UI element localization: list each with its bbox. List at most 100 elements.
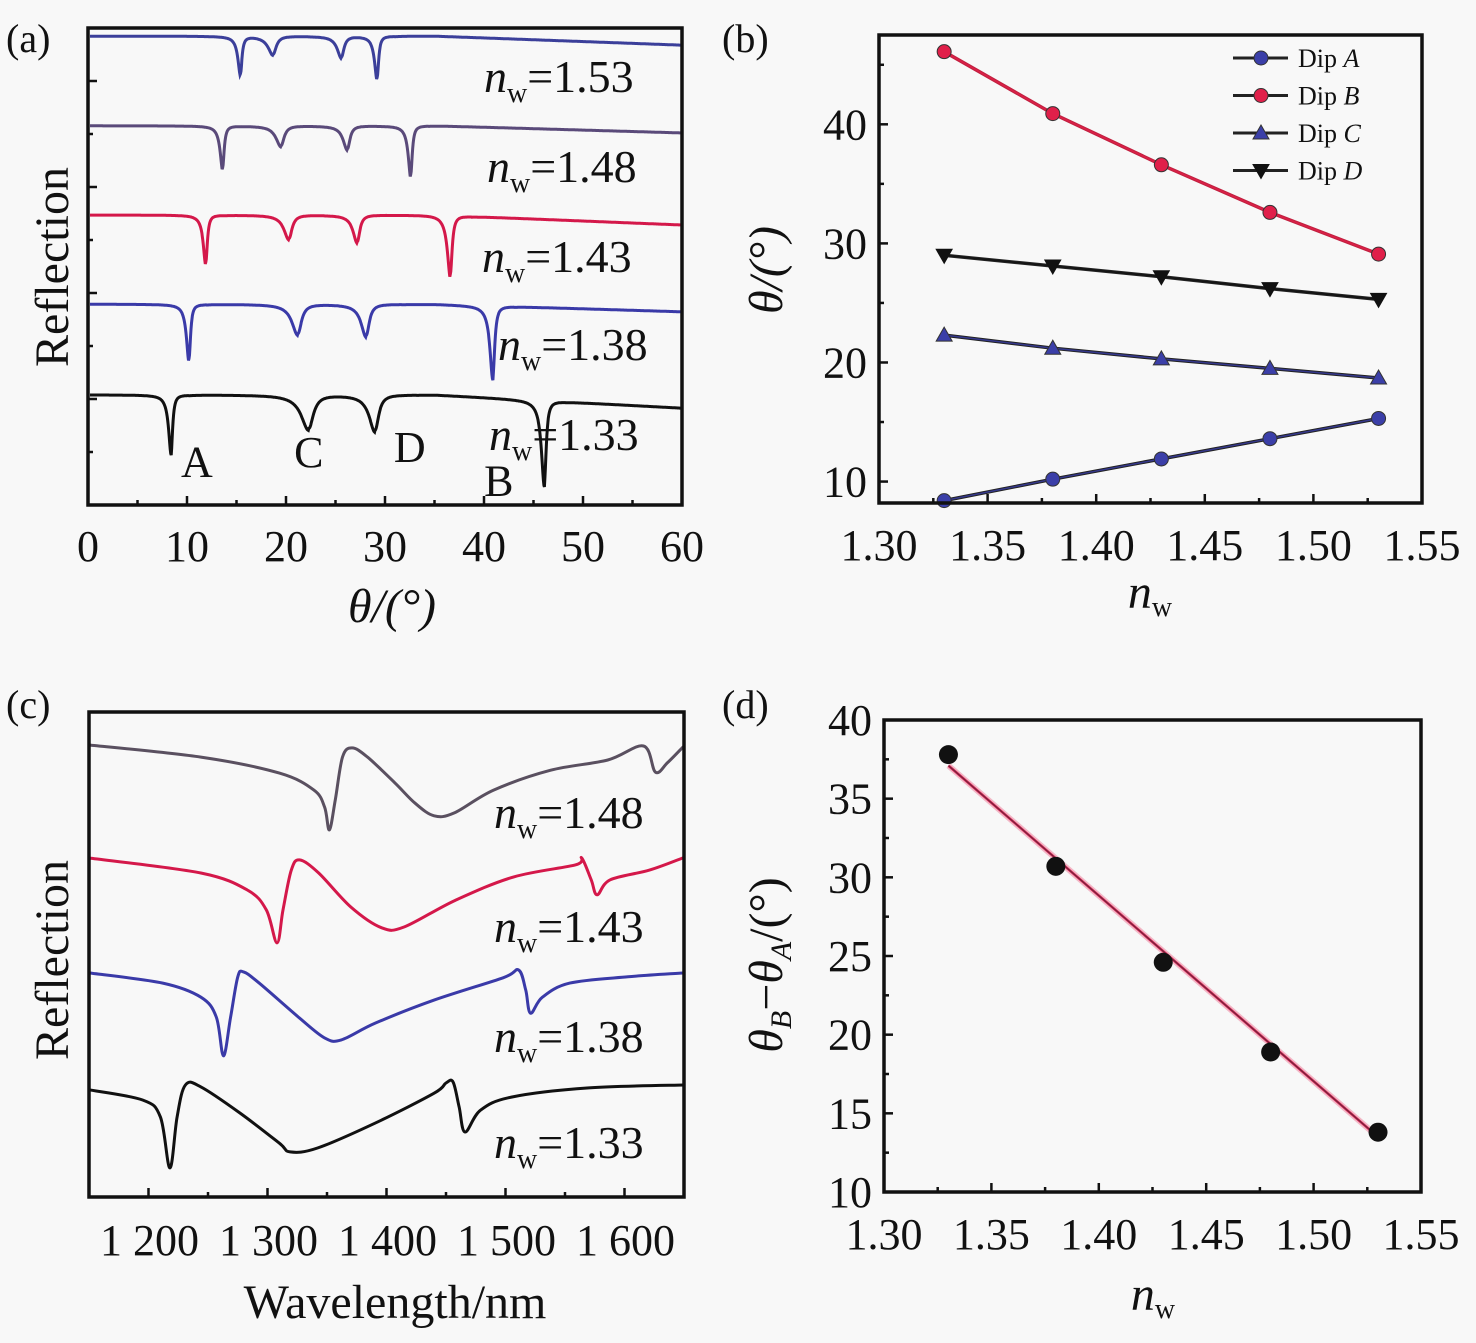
panel-b-xlabel: nw xyxy=(1128,566,1173,623)
panel-c-label: (c) xyxy=(6,682,50,727)
panel-d-xtick-label: 1.55 xyxy=(1383,1210,1460,1259)
panel-d-xlabel-main: n xyxy=(1131,1268,1155,1321)
label-sub-w: w xyxy=(517,928,538,959)
panel-a-xtick-label: 30 xyxy=(363,522,407,571)
panel-a-curve-nw-1.43 xyxy=(90,213,682,278)
panel-a-label: (a) xyxy=(6,16,50,61)
label-value: =1.38 xyxy=(537,1011,643,1062)
panel-b-xtick-label: 1.50 xyxy=(1275,521,1352,570)
label-sub-w: w xyxy=(505,258,526,289)
legend-label-prefix: Dip xyxy=(1298,119,1344,148)
panel-d-ylabel-part: − xyxy=(740,984,793,1011)
panel-d-ytick-label: 10 xyxy=(828,1168,872,1217)
panel-a-xlabel: θ/(°) xyxy=(348,580,436,633)
panel-a: (a) nw=1.53nw=1.48nw=1.43nw=1.38nw=1.33 … xyxy=(6,16,704,633)
legend-marker-dip-C xyxy=(1252,123,1270,140)
label-value: =1.48 xyxy=(537,787,643,838)
panel-d-ylabel-part: /(°) xyxy=(740,877,793,942)
panel-b-xtick-label: 1.55 xyxy=(1384,521,1461,570)
label-sub-w: w xyxy=(517,1038,538,1069)
panel-b-point-dip-B xyxy=(1262,204,1278,220)
panel-d-point xyxy=(1153,952,1173,972)
panel-b-point-dip-A xyxy=(936,493,952,509)
panel-d-xlabel: nw xyxy=(1131,1268,1176,1325)
panel-b-series-dip-D xyxy=(935,248,1388,309)
legend-label-letter: B xyxy=(1344,82,1360,111)
panel-a-ylabel: Reflection xyxy=(26,167,79,367)
panel-d-point xyxy=(1046,856,1066,876)
panel-a-curve-nw-1.48 xyxy=(90,124,682,177)
panel-b-series-dip-A xyxy=(936,410,1387,509)
panel-b-point-dip-B xyxy=(1153,157,1169,173)
panel-d-point xyxy=(1261,1042,1281,1062)
panel-b-point-dip-D xyxy=(935,248,954,265)
panel-a-frame xyxy=(86,26,684,507)
label-sub-w: w xyxy=(521,346,542,377)
panel-a-curve-nw-1.38 xyxy=(90,302,682,381)
panel-b-point-dip-C xyxy=(1152,349,1171,366)
panel-d-ylabel-part: θ xyxy=(740,960,793,984)
panel-b-point-dip-A xyxy=(1045,471,1061,487)
panel-b-point-dip-C xyxy=(935,326,954,342)
panel-a-curve-label: nw=1.53 xyxy=(484,51,634,109)
label-n: n xyxy=(482,231,505,282)
panel-d-ylabel-part: θ xyxy=(740,1029,793,1053)
legend-label-dip-C: Dip C xyxy=(1298,119,1362,148)
panel-b-point-dip-C xyxy=(1261,359,1279,375)
panel-d-ylabel-part: A xyxy=(765,941,798,962)
panel-d-xlabel-sub: w xyxy=(1155,1294,1176,1325)
panel-b-xlabel-main: n xyxy=(1128,566,1152,619)
panel-b-point-dip-A xyxy=(1262,431,1278,447)
panel-a-curve-label: nw=1.48 xyxy=(487,141,637,199)
panel-b-frame xyxy=(877,33,1424,505)
panel-a-curves xyxy=(90,34,682,488)
label-n: n xyxy=(489,409,512,460)
panel-c-ylabel: Reflection xyxy=(26,860,79,1060)
panel-b-xtick-label: 1.45 xyxy=(1166,521,1243,570)
panel-c-curve-nw-1.38 xyxy=(88,968,685,1058)
panel-b-ytick-label: 10 xyxy=(823,458,867,507)
panel-c-xtick-label: 1 200 xyxy=(100,1216,199,1265)
label-n: n xyxy=(498,319,521,370)
label-sub-w: w xyxy=(517,1144,538,1175)
panel-b-point-dip-B xyxy=(936,44,952,60)
panel-b-point-dip-C xyxy=(1043,339,1062,355)
label-value: =1.33 xyxy=(532,409,638,460)
panel-c-curve-nw-1.33 xyxy=(88,1078,685,1170)
panel-d-fit-line-core xyxy=(948,765,1379,1138)
label-n: n xyxy=(494,1117,517,1168)
panel-b-xtick-label: 1.40 xyxy=(1058,521,1135,570)
panel-b-ylabel: θ/(°) xyxy=(740,226,793,314)
panel-a-annotation-B: B xyxy=(484,456,513,505)
legend-label-letter: D xyxy=(1343,157,1363,186)
panel-d-ytick-label: 15 xyxy=(828,1089,872,1138)
legend-label-letter: A xyxy=(1342,44,1360,73)
panel-b-point-dip-D xyxy=(1261,282,1279,298)
panel-c-xlabel: Wavelength/nm xyxy=(244,1276,547,1329)
legend-marker-dip-A xyxy=(1253,50,1269,66)
panel-c-curve-label: nw=1.43 xyxy=(494,901,644,959)
legend-label-dip-D: Dip D xyxy=(1298,157,1363,186)
panel-b-ytick-label: 20 xyxy=(823,338,867,387)
panel-b-point-dip-D xyxy=(1152,270,1171,286)
panel-a-curve-label: nw=1.38 xyxy=(498,319,648,377)
panel-b: (b) 1.30 1.35 1.40 1.45 1.50 1.55 10 20 30 40 Dip… xyxy=(722,16,1461,623)
panel-a-curve-nw-1.33 xyxy=(90,393,682,488)
panel-a-xtick-label: 40 xyxy=(462,522,506,571)
panel-a-annotation-D: D xyxy=(394,423,426,472)
panel-c-curve-label: nw=1.38 xyxy=(494,1011,644,1069)
panel-c-xtick-label: 1 400 xyxy=(338,1216,437,1265)
panel-b-point-dip-D xyxy=(1369,292,1388,309)
legend-label-prefix: Dip xyxy=(1298,82,1344,111)
panel-d-ylabel: θB−θA/(°) xyxy=(740,877,798,1052)
panel-d: (d) 1.30 1.35 1.40 1.45 1.50 1.55 10 15 20 25 30 35… xyxy=(722,682,1460,1325)
panel-d-ytick-label: 30 xyxy=(828,853,872,902)
panel-a-annotation-C: C xyxy=(294,428,323,477)
panel-c-axes: 1 200 1 300 1 400 1 500 1 600 xyxy=(100,1188,686,1265)
legend-label-dip-A: Dip A xyxy=(1298,44,1360,73)
panel-b-series-dip-C xyxy=(935,326,1388,385)
